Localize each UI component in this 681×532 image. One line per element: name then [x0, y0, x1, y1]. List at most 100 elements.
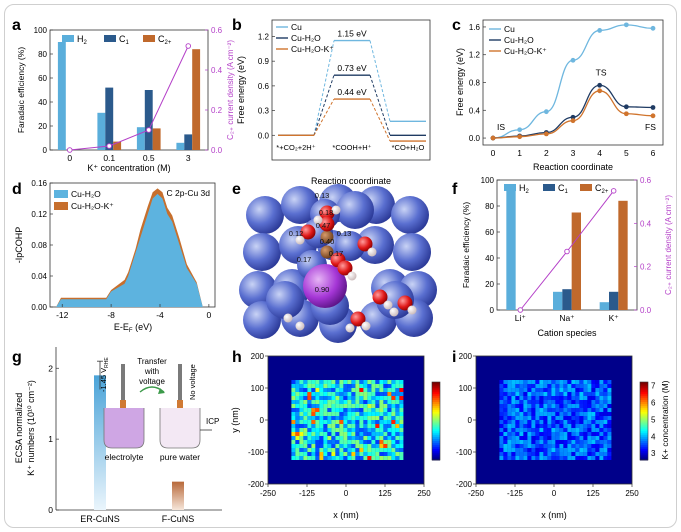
- panel-h-cell: [295, 408, 300, 412]
- copper-atom-small: [335, 231, 365, 261]
- panel-i-cell: [527, 456, 532, 460]
- panel-i-cell: [511, 412, 516, 416]
- panel-a-density-path: [69, 45, 189, 151]
- panel-h-cell: [291, 436, 296, 440]
- panel-i-cell: [591, 412, 596, 416]
- panel-i-cell: [563, 392, 568, 396]
- panel-i-colorbar-step: [640, 382, 648, 385]
- panel-h-cell: [331, 444, 336, 448]
- panel-i-cell: [535, 392, 540, 396]
- panel-i-cell: [535, 408, 540, 412]
- hydrogen-atom: [407, 305, 417, 315]
- panel-h-cell: [371, 428, 376, 432]
- panel-i-cell: [555, 420, 560, 424]
- panel-h-cell: [347, 420, 352, 424]
- panel-i-cell: [595, 420, 600, 424]
- panel-f-bar-c1: [609, 291, 619, 310]
- panel-i-cell: [591, 424, 596, 428]
- panel-h-cell: [319, 392, 324, 396]
- panel-h-cell: [391, 436, 396, 440]
- panel-i-cell: [571, 432, 576, 436]
- panel-h-cell: [291, 412, 296, 416]
- panel-i-cell: [607, 416, 612, 420]
- panel-h-cell: [399, 452, 404, 456]
- panel-h-cell: [335, 444, 340, 448]
- panel-b-connector: [313, 75, 335, 136]
- panel-c-point: [597, 28, 603, 33]
- panel-a-ytick-label: 20: [38, 122, 47, 131]
- panel-c-xtick-label: 6: [651, 148, 656, 158]
- panel-i-cell: [559, 396, 564, 400]
- hydrogen-atom: [367, 247, 377, 257]
- panel-h-cell: [363, 432, 368, 436]
- panel-h-cell: [323, 416, 328, 420]
- panel-d-legend-label: Cu-H₂O: [71, 189, 101, 199]
- panel-i-cell: [595, 408, 600, 412]
- panel-h-cell: [355, 392, 360, 396]
- panel-i-cell: [575, 424, 580, 428]
- panel-b-ytick-label: 0.6: [258, 82, 270, 91]
- panel-h-cell: [303, 384, 308, 388]
- panel-h-cell: [395, 412, 400, 416]
- panel-h-cell: [347, 448, 352, 452]
- panel-g-y-ticks: 0 1 2: [48, 363, 59, 515]
- panel-i-cell: [507, 456, 512, 460]
- panel-i-cell: [607, 452, 612, 456]
- panel-h-cell: [303, 428, 308, 432]
- panel-h-cell: [295, 388, 300, 392]
- panel-c-xlabel: Reaction coordinate: [533, 162, 613, 172]
- panel-h-colorbar-step: [432, 389, 440, 393]
- panel-i-cell: [507, 444, 512, 448]
- panel-h-cell: [303, 432, 308, 436]
- carbon-atom: [320, 245, 334, 259]
- panel-i-cell: [607, 420, 612, 424]
- panel-h-cell: [395, 388, 400, 392]
- panel-c-ytick-label: 0.8: [469, 79, 481, 88]
- panel-a-xtick-label: 0.1: [103, 153, 115, 163]
- panel-h-cell: [327, 432, 332, 436]
- panel-h-cell: [331, 400, 336, 404]
- panel-h-cell: [299, 448, 304, 452]
- panel-h-colorbar-step: [432, 411, 440, 414]
- panel-h-cell: [383, 416, 388, 420]
- panel-i-cell: [583, 388, 588, 392]
- panel-i-cell: [591, 420, 596, 424]
- panel-h-cell: [299, 388, 304, 392]
- panel-h-cell: [343, 448, 348, 452]
- panel-i-cell: [551, 384, 556, 388]
- panel-h-cell: [295, 416, 300, 420]
- panel-h-cell: [375, 424, 380, 428]
- panel-h-cell: [363, 404, 368, 408]
- panel-h-colorbar: [431, 381, 441, 461]
- panel-f-legend-h2-swatch: [504, 184, 516, 191]
- panel-h-cell: [335, 436, 340, 440]
- panel-i-cell: [575, 440, 580, 444]
- panel-i-cell: [527, 420, 532, 424]
- panel-h-colorbar-step: [432, 395, 440, 399]
- panel-i-colorbar-step: [640, 405, 648, 408]
- panel-i-cell: [603, 404, 608, 408]
- panel-h-cell: [371, 380, 376, 384]
- panel-i-cell: [515, 436, 520, 440]
- panel-i-cell: [499, 432, 504, 436]
- panel-i-cell: [559, 436, 564, 440]
- panel-h-cell: [387, 428, 392, 432]
- panel-i-cell: [571, 448, 576, 452]
- panel-h-cell: [315, 384, 320, 388]
- panel-h-cell: [311, 448, 316, 452]
- panel-h-cell: [359, 456, 364, 460]
- panel-a-bar-c2plus: [192, 49, 201, 151]
- panel-g-category-label: ER-CuNS: [80, 514, 120, 524]
- panel-h-cell: [395, 452, 400, 456]
- panel-i-cell: [595, 448, 600, 452]
- panel-i-cell: [555, 400, 560, 404]
- panel-i-cell: [567, 428, 572, 432]
- panel-i-cell: [515, 408, 520, 412]
- panel-i-cell: [587, 400, 592, 404]
- panel-i-cell: [579, 444, 584, 448]
- panel-h-cell: [319, 384, 324, 388]
- panel-i-colorbar-step: [640, 452, 648, 455]
- panel-i-cell: [531, 436, 536, 440]
- panel-h-cell: [371, 396, 376, 400]
- panel-i-cell: [539, 452, 544, 456]
